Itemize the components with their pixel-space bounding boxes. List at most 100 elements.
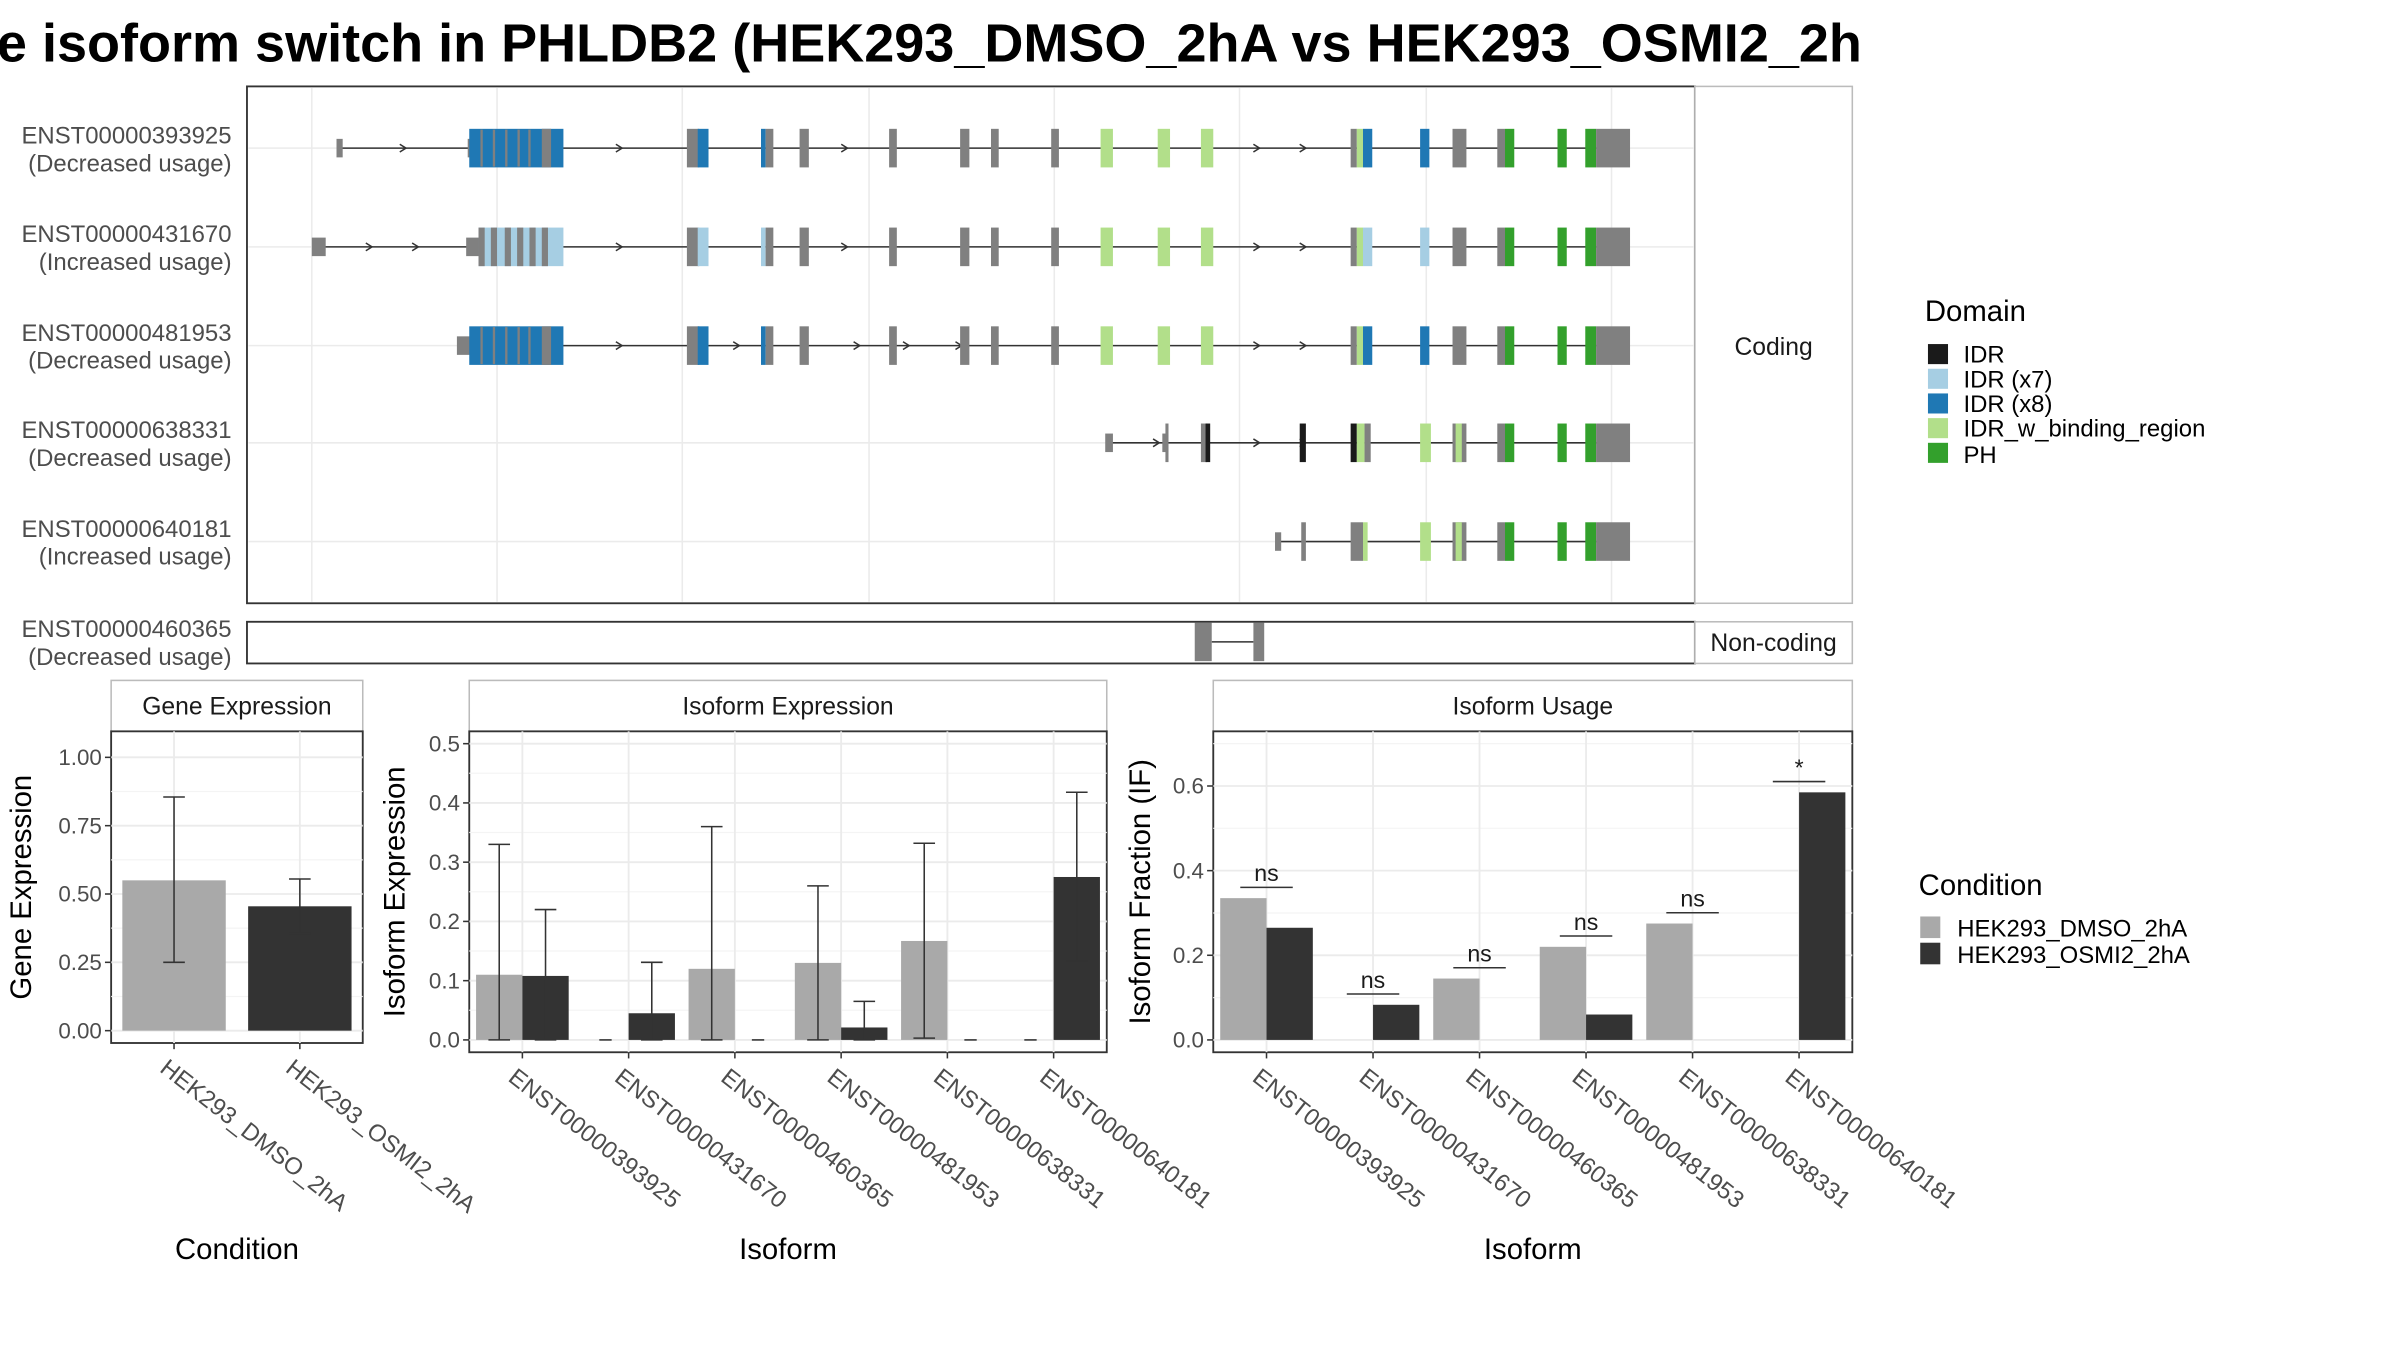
exon-block xyxy=(799,227,809,267)
exon-block xyxy=(1420,522,1431,561)
exon-block xyxy=(1194,622,1212,662)
legend-swatch-dmso xyxy=(1920,916,1941,939)
coding-strip-label: Coding xyxy=(1734,334,1812,361)
direction-arrow xyxy=(615,143,624,153)
exon-block xyxy=(686,227,700,267)
x-tick-label: ENST00000393925 xyxy=(1247,1063,1429,1214)
exon-block xyxy=(697,326,709,365)
exon-block xyxy=(686,128,700,168)
x-tick-label: ENST00000431670 xyxy=(1354,1063,1536,1214)
legend-swatch-idr-binding xyxy=(1927,418,1949,439)
exon-block xyxy=(1051,128,1059,168)
exon-block xyxy=(1420,423,1431,463)
direction-arrow xyxy=(1299,341,1308,351)
data-bar xyxy=(1373,1004,1420,1040)
y-tick-label: 0.1 xyxy=(429,968,460,993)
x-axis-title: Condition xyxy=(175,1233,299,1266)
exon-block xyxy=(990,326,999,365)
exon-block xyxy=(765,326,774,365)
exon-block xyxy=(1497,227,1506,267)
exon-block xyxy=(1350,227,1357,267)
tx-label-5-usage: (Increased usage) xyxy=(39,544,232,571)
exon-block xyxy=(760,128,766,168)
y-tick-label: 1.00 xyxy=(58,745,102,770)
direction-arrow xyxy=(1152,438,1161,448)
condition-legend-title: Condition xyxy=(1919,869,2043,902)
exon-block xyxy=(990,128,999,168)
exon-block xyxy=(529,227,536,267)
exon-block xyxy=(1497,128,1506,168)
direction-arrow xyxy=(1252,341,1262,351)
exon-block xyxy=(990,227,999,267)
exon-block xyxy=(1350,128,1357,168)
significance-label: ns xyxy=(1467,941,1491,967)
exon-block xyxy=(1356,227,1363,267)
noncoding-strip-label: Non-coding xyxy=(1710,630,1836,657)
exon-block xyxy=(336,138,343,158)
exon-block xyxy=(760,326,766,365)
tx-label-3-id: ENST00000481953 xyxy=(21,320,231,347)
exon-block xyxy=(541,227,548,267)
y-axis-title: Isoform Expression xyxy=(378,766,411,1017)
chart-strip xyxy=(468,679,1108,733)
y-tick-label: 0.5 xyxy=(429,731,460,756)
y-tick-label: 0.50 xyxy=(58,882,102,907)
exon-block xyxy=(697,227,709,267)
tx-label-4-usage: (Decreased usage) xyxy=(28,445,231,472)
exon-block xyxy=(1596,227,1631,267)
exon-block xyxy=(799,326,809,365)
chart-strip xyxy=(110,679,364,733)
exon-block xyxy=(456,336,471,355)
exon-block xyxy=(311,237,326,257)
direction-arrow xyxy=(399,143,408,153)
legend-swatch-idr xyxy=(1927,344,1949,365)
exon-block xyxy=(1356,326,1363,365)
exon-block xyxy=(1557,227,1567,267)
isoform-expression-chart: Isoform Expression 0.0 0.1 0.2 0.3 0.4 0.5 ENST… xyxy=(378,679,1217,1266)
exon-block xyxy=(1362,326,1373,365)
exon-block xyxy=(1100,326,1113,365)
exon-block xyxy=(1455,522,1462,561)
exon-block xyxy=(541,326,552,365)
exon-block xyxy=(466,237,479,257)
exon-block xyxy=(1557,423,1567,463)
direction-arrow xyxy=(615,341,624,351)
exon-block xyxy=(1157,227,1171,267)
y-tick-label: 0.2 xyxy=(1173,943,1204,968)
significance-label: * xyxy=(1795,754,1804,780)
y-tick-label: 0.25 xyxy=(58,950,102,975)
exon-block xyxy=(1105,433,1113,453)
exon-block xyxy=(1452,128,1467,168)
exon-block xyxy=(478,227,485,267)
data-bar xyxy=(1799,792,1846,1040)
tx-label-2-usage: (Increased usage) xyxy=(39,249,232,276)
data-bar xyxy=(1220,898,1267,1040)
exon-block xyxy=(1362,227,1373,267)
exon-block xyxy=(1455,423,1462,463)
y-tick-label: 0.4 xyxy=(1173,858,1204,883)
exon-block xyxy=(760,227,766,267)
exon-block xyxy=(1420,128,1430,168)
exon-block xyxy=(1596,326,1631,365)
direction-arrow xyxy=(840,143,849,153)
direction-arrow xyxy=(902,341,911,351)
tx-label-3-usage: (Decreased usage) xyxy=(28,348,231,375)
chart-title: Isoform Usage xyxy=(1453,693,1614,720)
data-bar xyxy=(1586,1014,1633,1040)
data-bar xyxy=(1646,923,1693,1040)
direction-arrow xyxy=(1252,242,1262,252)
exon-block xyxy=(889,227,897,267)
significance-label: ns xyxy=(1254,860,1278,886)
exon-block xyxy=(686,326,700,365)
isoform-usage-chart: Isoform Usage 0.0 0.2 0.4 0.6 ENST00000393925… xyxy=(1124,679,1962,1266)
legend-swatch-ph xyxy=(1927,442,1949,463)
exon-block xyxy=(517,227,524,267)
exon-block xyxy=(1051,227,1059,267)
chart-strip xyxy=(1212,679,1854,733)
noncoding-panel-frame xyxy=(246,620,1696,665)
exon-block xyxy=(1585,128,1597,168)
direction-arrow xyxy=(365,242,374,252)
y-axis-title: Gene Expression xyxy=(5,775,38,1000)
coding-strip xyxy=(1694,85,1854,605)
exon-block xyxy=(1051,326,1059,365)
